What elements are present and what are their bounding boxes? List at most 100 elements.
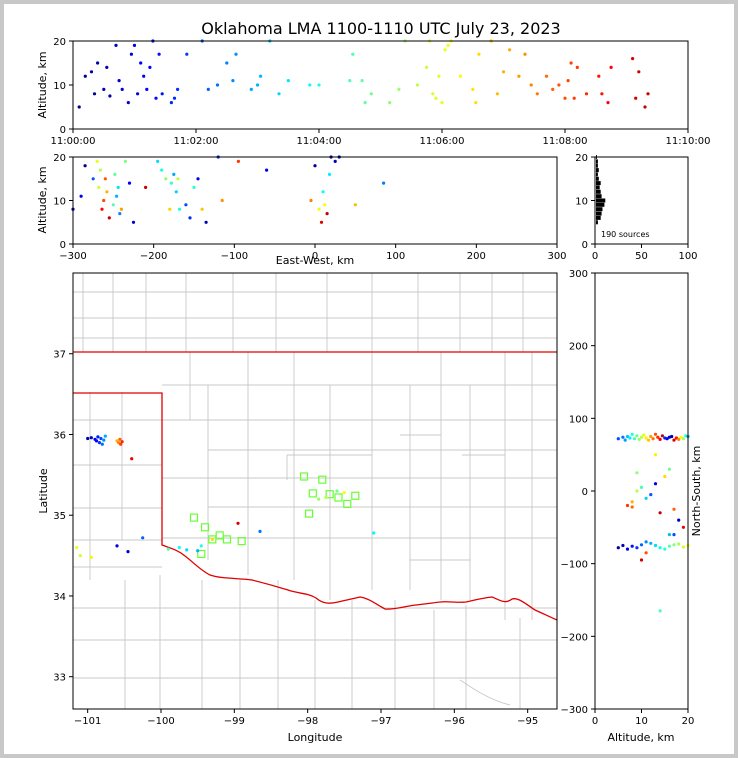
ew-altitude-source — [317, 207, 321, 211]
altitude-ns-source — [639, 543, 644, 547]
ew-altitude-source — [204, 220, 208, 224]
time-height-source — [544, 74, 549, 78]
altitude-ns-source — [672, 438, 676, 442]
plan-view-source — [89, 436, 93, 440]
time-height-y-ticks: 0 10 20 — [53, 37, 73, 136]
time-height-source — [477, 52, 481, 56]
time-height-source — [96, 61, 100, 65]
plan-view-y-tick-label: 35 — [53, 511, 66, 522]
ew-altitude-source — [319, 220, 324, 224]
time-height-source — [415, 83, 419, 87]
altitude-ns-source — [625, 434, 630, 439]
plan-view-source — [78, 554, 82, 558]
altitude-ns-source — [628, 436, 632, 440]
altitude-ns-source — [639, 485, 644, 489]
time-height-source — [434, 96, 438, 100]
time-height-source — [105, 65, 109, 69]
altitude-ns-source — [663, 547, 667, 551]
histogram-bar — [596, 194, 602, 199]
time-height-source — [83, 74, 87, 78]
plan-view-source — [94, 439, 99, 443]
altitude-ns-source — [644, 436, 648, 440]
plan-view-source — [126, 550, 130, 554]
plan-view-x-tick-label: −95 — [517, 716, 538, 727]
altitude-ns-source — [658, 511, 662, 515]
time-height-source — [443, 48, 447, 52]
ew-altitude-source — [327, 172, 332, 176]
altitude-ns-source — [679, 435, 683, 439]
plan-view-source — [116, 441, 121, 445]
altitude-ns-source — [644, 551, 648, 555]
histogram-x-tick-label: 50 — [635, 251, 648, 262]
altitude-ns-source — [677, 437, 681, 441]
county-grid-central — [162, 352, 557, 620]
altitude-ns-source — [635, 471, 639, 475]
time-height-source — [215, 83, 220, 87]
time-height-source — [136, 92, 140, 96]
time-height-source — [508, 48, 512, 52]
time-height-source — [458, 74, 462, 78]
ew-altitude-source — [177, 207, 182, 211]
ew-altitude-source — [103, 177, 107, 181]
county-grid-north — [73, 273, 557, 352]
plan-view-x-tick-label: −100 — [147, 716, 174, 727]
altitude-ns-y-tick-label: −300 — [561, 705, 588, 716]
altitude-ns-y-ticks: −300 −200 −100 0 100 200 300 — [561, 269, 595, 716]
time-height-source — [501, 70, 506, 74]
ew-altitude-source — [188, 216, 192, 220]
ew-altitude-source — [164, 177, 168, 181]
time-height-x-ticks: 11:00:00 11:02:00 11:04:00 11:06:00 11:08:00… — [51, 129, 710, 147]
time-height-marks — [77, 39, 650, 109]
ew-altitude-source — [168, 207, 172, 211]
plan-view-source — [99, 436, 103, 441]
ew-altitude-source — [113, 172, 117, 176]
ew-altitude-source — [200, 207, 204, 211]
time-height-source — [397, 87, 401, 91]
altitude-ns-source — [642, 433, 646, 437]
lma-station-marker — [200, 523, 210, 532]
time-height-ylabel: Altitude, km — [36, 51, 49, 118]
ew-altitude-y-tick-label: 20 — [53, 153, 66, 164]
ew-altitude-ylabel: Altitude, km — [36, 166, 49, 233]
altitude-ns-source — [616, 437, 620, 441]
time-height-source — [286, 79, 290, 83]
altitude-ns-source — [672, 533, 676, 537]
time-height-x-tick-label: 11:00:00 — [51, 136, 96, 147]
time-height-source — [631, 57, 635, 61]
time-height-source — [120, 87, 124, 91]
time-height-source — [575, 65, 579, 69]
time-height-source — [600, 92, 604, 96]
plan-view-source — [196, 549, 200, 553]
lma-station-marker — [305, 509, 314, 518]
altitude-ns-source — [667, 467, 672, 471]
lma-station-marker — [299, 472, 309, 481]
altitude-ns-source — [660, 434, 665, 438]
plan-view-source — [97, 441, 101, 445]
ew-altitude-source — [102, 198, 106, 203]
plan-view-source — [342, 491, 346, 495]
plan-view-source — [166, 547, 170, 551]
plan-view-source — [86, 436, 90, 441]
altitude-ns-source — [630, 544, 634, 548]
ew-altitude-x-tick-label: −300 — [59, 251, 86, 262]
histogram-bar — [596, 185, 600, 190]
altitude-ns-source — [674, 436, 679, 440]
plan-view-source — [75, 545, 79, 550]
plan-view-source — [103, 434, 107, 438]
ew-altitude-x-tick-label: 0 — [312, 251, 318, 262]
time-height-source — [569, 61, 573, 65]
altitude-ns-source — [653, 543, 658, 548]
time-height-source — [92, 92, 97, 96]
altitude-ns-source — [649, 493, 653, 497]
altitude-ns-source — [663, 474, 667, 479]
altitude-ns-y-tick-label: −200 — [561, 632, 588, 643]
time-height-source — [474, 101, 478, 105]
time-height-source — [584, 92, 589, 96]
time-height-source — [606, 101, 610, 105]
altitude-ns-source — [635, 489, 639, 493]
time-height-source — [77, 105, 81, 109]
histogram-bar — [596, 202, 605, 207]
altitude-ns-source — [653, 482, 658, 486]
altitude-ns-source — [630, 500, 634, 504]
lma-stations — [189, 472, 360, 559]
